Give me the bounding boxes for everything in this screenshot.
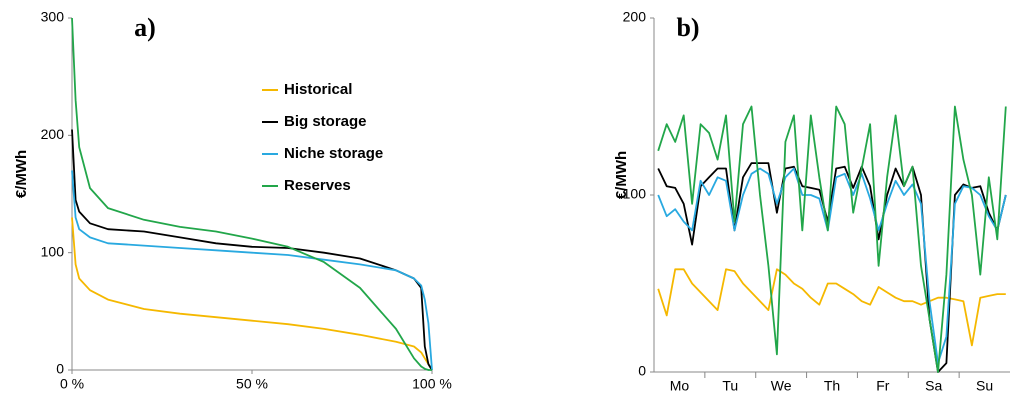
series-line (657, 105, 1007, 373)
x-tick-label: Su (976, 378, 993, 394)
x-tick-label: Th (824, 378, 840, 394)
series-line (657, 167, 1007, 364)
series-line (657, 162, 1007, 373)
y-tick-label: 0 (56, 361, 64, 377)
y-tick-label: 100 (623, 186, 647, 202)
y-tick-label: 200 (41, 126, 65, 142)
panel-label: a) (134, 13, 156, 42)
panel-label: b) (676, 13, 699, 42)
legend-label: Reserves (284, 177, 351, 194)
series-line (71, 217, 433, 371)
series-line (71, 17, 432, 371)
x-tick-label: Mo (670, 378, 690, 394)
x-tick-label: Sa (925, 378, 942, 394)
y-tick-label: 0 (638, 363, 646, 379)
x-tick-label: 0 % (60, 376, 84, 392)
y-tick-label: 200 (623, 9, 647, 25)
y-tick-label: 300 (41, 9, 65, 25)
x-tick-label: 50 % (236, 376, 268, 392)
y-axis-label: €/MWh (613, 151, 630, 199)
series-line (71, 129, 433, 371)
series-line (657, 268, 1006, 347)
x-tick-label: Fr (876, 378, 890, 394)
x-tick-label: Tu (722, 378, 738, 394)
y-tick-label: 100 (41, 243, 65, 259)
x-tick-label: 100 % (412, 376, 452, 392)
x-tick-label: We (771, 378, 792, 394)
series-line (71, 170, 433, 371)
legend-label: Niche storage (284, 145, 383, 162)
legend-label: Big storage (284, 113, 367, 130)
legend-label: Historical (284, 81, 352, 98)
y-axis-label: €/MWh (13, 150, 30, 198)
